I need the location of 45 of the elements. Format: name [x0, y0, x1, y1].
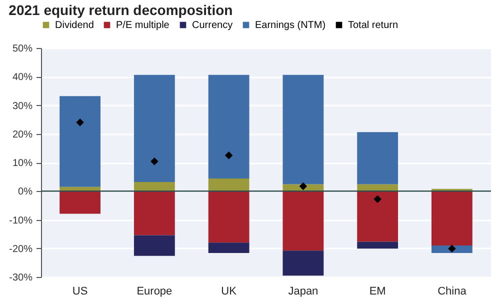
bar: [208, 242, 250, 253]
chart-title: 2021 equity return decomposition: [8, 2, 233, 18]
x-tick-label: UK: [221, 286, 238, 298]
bar: [134, 191, 175, 236]
bar: [357, 242, 398, 249]
y-tick-label: 0%: [18, 186, 33, 198]
y-tick-label: 40%: [12, 72, 33, 84]
x-tick-label: EM: [369, 286, 386, 298]
bar: [357, 132, 398, 184]
legend-label: Currency: [192, 20, 233, 31]
point: [448, 244, 456, 253]
bar: [60, 96, 101, 187]
bar: [208, 178, 250, 192]
y-tick-label: -10%: [9, 215, 33, 226]
x-tick-label: Europe: [136, 286, 172, 298]
bar: [431, 246, 472, 253]
bar: [134, 235, 175, 256]
bar: [134, 74, 175, 182]
legend-label: Earnings (NTM): [255, 20, 326, 31]
legend-label: P/E multiple: [116, 20, 170, 31]
point: [374, 195, 382, 204]
bar: [431, 191, 472, 246]
y-tick-label: 30%: [12, 100, 33, 112]
point: [224, 151, 233, 160]
point: [76, 118, 84, 126]
y-tick-label: 50%: [12, 44, 33, 54]
point: [150, 157, 158, 166]
legend-label: Total return: [348, 20, 398, 31]
bar: [282, 74, 324, 184]
bar: [208, 191, 250, 243]
y-tick-label: -30%: [9, 272, 33, 284]
y-tick-label: 20%: [12, 129, 33, 140]
bar: [60, 191, 101, 214]
bar: [282, 191, 324, 251]
x-tick-label: US: [72, 286, 88, 298]
y-tick-label: 10%: [12, 158, 33, 169]
legend-label: Dividend: [55, 20, 94, 31]
x-tick-label: Japan: [288, 286, 318, 298]
x-tick-label: China: [438, 286, 468, 298]
bar: [134, 182, 175, 192]
point: [299, 182, 308, 190]
y-tick-label: -20%: [9, 244, 33, 255]
bar: [208, 74, 250, 179]
bar: [282, 250, 324, 276]
bar: [357, 191, 398, 242]
